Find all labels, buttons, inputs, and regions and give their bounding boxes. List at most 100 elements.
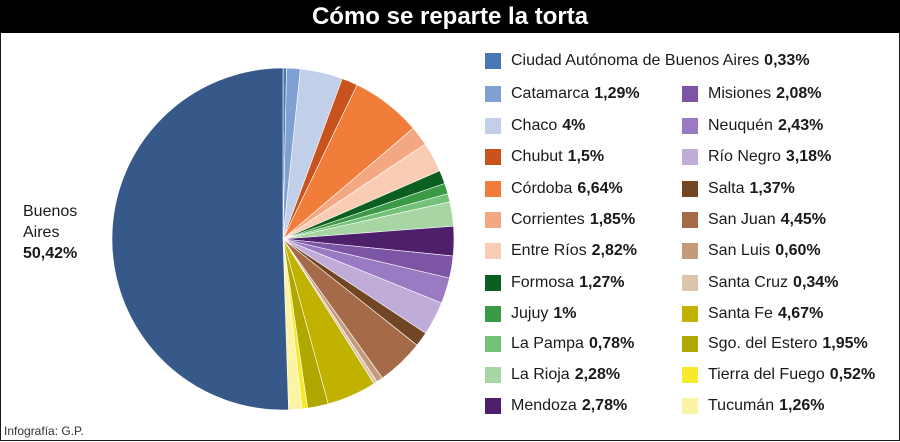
legend-value: 2,28% xyxy=(574,366,621,383)
legend-swatch xyxy=(682,336,698,352)
legend-value: 4,45% xyxy=(780,211,826,228)
legend-value: 0,33% xyxy=(764,52,810,69)
legend-swatch xyxy=(485,398,501,414)
legend-item: Santa Cruz 0,34% xyxy=(682,271,838,295)
legend-item: Formosa 1,27% xyxy=(485,271,625,295)
legend-swatch xyxy=(485,336,501,352)
legend-value: 0,60% xyxy=(775,242,821,259)
legend-swatch xyxy=(682,398,698,414)
legend-swatch xyxy=(485,243,501,259)
pie-slice-buenos-aires xyxy=(111,67,289,411)
pie-chart xyxy=(111,67,455,411)
legend-swatch xyxy=(485,118,501,134)
legend-swatch xyxy=(682,243,698,259)
legend-swatch xyxy=(485,181,501,197)
buenos-aires-name-line1: Buenos xyxy=(23,203,78,220)
legend-label: San Luis xyxy=(708,242,771,259)
legend-item: San Luis 0,60% xyxy=(682,239,821,263)
legend-item: Tierra del Fuego 0,52% xyxy=(682,363,875,387)
legend-value: 2,43% xyxy=(777,117,824,134)
legend-value: 1,37% xyxy=(749,180,795,197)
legend-swatch xyxy=(682,306,698,322)
legend-value: 1,27% xyxy=(579,274,625,291)
legend-label: Mendoza xyxy=(511,397,577,414)
legend-label: Santa Fe xyxy=(708,305,773,322)
legend-swatch xyxy=(682,275,698,291)
legend-swatch xyxy=(682,86,698,102)
legend-value: 1,95% xyxy=(822,335,868,352)
credit: Infografía: G.P. xyxy=(4,424,84,438)
legend-label: La Rioja xyxy=(511,366,570,383)
legend-swatch xyxy=(485,86,501,102)
legend-swatch xyxy=(682,181,698,197)
legend-label: Corrientes xyxy=(511,211,585,228)
legend-value: 1% xyxy=(553,305,577,322)
legend-item: San Juan 4,45% xyxy=(682,208,826,232)
legend-item: Misiones 2,08% xyxy=(682,82,822,106)
legend-item: La Rioja 2,28% xyxy=(485,363,620,387)
legend-item: Chubut 1,5% xyxy=(485,145,604,169)
legend-label: Tierra del Fuego xyxy=(708,366,825,383)
legend-swatch xyxy=(485,53,501,69)
legend-swatch xyxy=(682,212,698,228)
legend-label: Río Negro xyxy=(708,148,781,165)
legend-item: Sgo. del Estero 1,95% xyxy=(682,332,868,356)
legend-swatch xyxy=(682,367,698,383)
legend-label: Catamarca xyxy=(511,85,590,102)
legend-item: Ciudad Autónoma de Buenos Aires 0,33% xyxy=(485,49,810,73)
legend-item: Neuquén 2,43% xyxy=(682,114,823,138)
buenos-aires-name-line2: Aires xyxy=(23,224,60,241)
legend-value: 6,64% xyxy=(577,180,623,197)
legend-value: 2,08% xyxy=(776,85,822,102)
legend-item: La Pampa 0,78% xyxy=(485,332,634,356)
legend-label: San Juan xyxy=(708,211,776,228)
legend-item: Catamarca 1,29% xyxy=(485,82,640,106)
legend-label: La Pampa xyxy=(511,335,584,352)
legend-value: 2,82% xyxy=(591,242,637,259)
legend-label: Santa Cruz xyxy=(708,274,789,291)
buenos-aires-label: Buenos Aires 50,42% xyxy=(23,201,77,264)
legend-value: 3,18% xyxy=(785,148,832,165)
legend-label: Córdoba xyxy=(511,180,573,197)
legend-value: 1,5% xyxy=(567,148,605,165)
legend-value: 0,78% xyxy=(588,335,635,352)
legend-label: Ciudad Autónoma de Buenos Aires xyxy=(511,52,760,69)
legend-item: Corrientes 1,85% xyxy=(485,208,635,232)
chart-title: Cómo se reparte la torta xyxy=(0,0,900,33)
legend-label: Misiones xyxy=(708,85,772,102)
legend-label: Salta xyxy=(708,180,745,197)
legend-item: Salta 1,37% xyxy=(682,177,795,201)
legend-swatch xyxy=(485,212,501,228)
legend-item: Chaco 4% xyxy=(485,114,585,138)
legend-label: Tucumán xyxy=(708,397,775,414)
legend-swatch xyxy=(682,118,698,134)
legend-value: 2,78% xyxy=(581,397,628,414)
legend-item: Jujuy 1% xyxy=(485,302,576,326)
legend-swatch xyxy=(485,306,501,322)
chart-panel: Buenos Aires 50,42% Ciudad Autónoma de B… xyxy=(0,33,900,441)
legend-label: Sgo. del Estero xyxy=(708,335,818,352)
legend-label: Entre Ríos xyxy=(511,242,587,259)
legend-value: 4,67% xyxy=(777,305,824,322)
legend-value: 1,85% xyxy=(589,211,636,228)
legend-value: 0,52% xyxy=(829,366,876,383)
legend-label: Chubut xyxy=(511,148,563,165)
legend-item: Tucumán 1,26% xyxy=(682,394,824,418)
legend-item: Santa Fe 4,67% xyxy=(682,302,823,326)
buenos-aires-value: 50,42% xyxy=(23,245,78,262)
legend-item: Córdoba 6,64% xyxy=(485,177,623,201)
legend-item: Entre Ríos 2,82% xyxy=(485,239,637,263)
legend-label: Jujuy xyxy=(511,305,549,322)
legend-label: Chaco xyxy=(511,117,558,134)
legend-label: Formosa xyxy=(511,274,575,291)
legend-value: 4% xyxy=(562,117,586,134)
legend-swatch xyxy=(682,149,698,165)
legend-item: Río Negro 3,18% xyxy=(682,145,831,169)
legend-value: 1,26% xyxy=(779,397,825,414)
legend-swatch xyxy=(485,149,501,165)
legend-value: 0,34% xyxy=(793,274,839,291)
legend-label: Neuquén xyxy=(708,117,773,134)
legend-swatch xyxy=(485,275,501,291)
legend-swatch xyxy=(485,367,501,383)
legend-item: Mendoza 2,78% xyxy=(485,394,627,418)
